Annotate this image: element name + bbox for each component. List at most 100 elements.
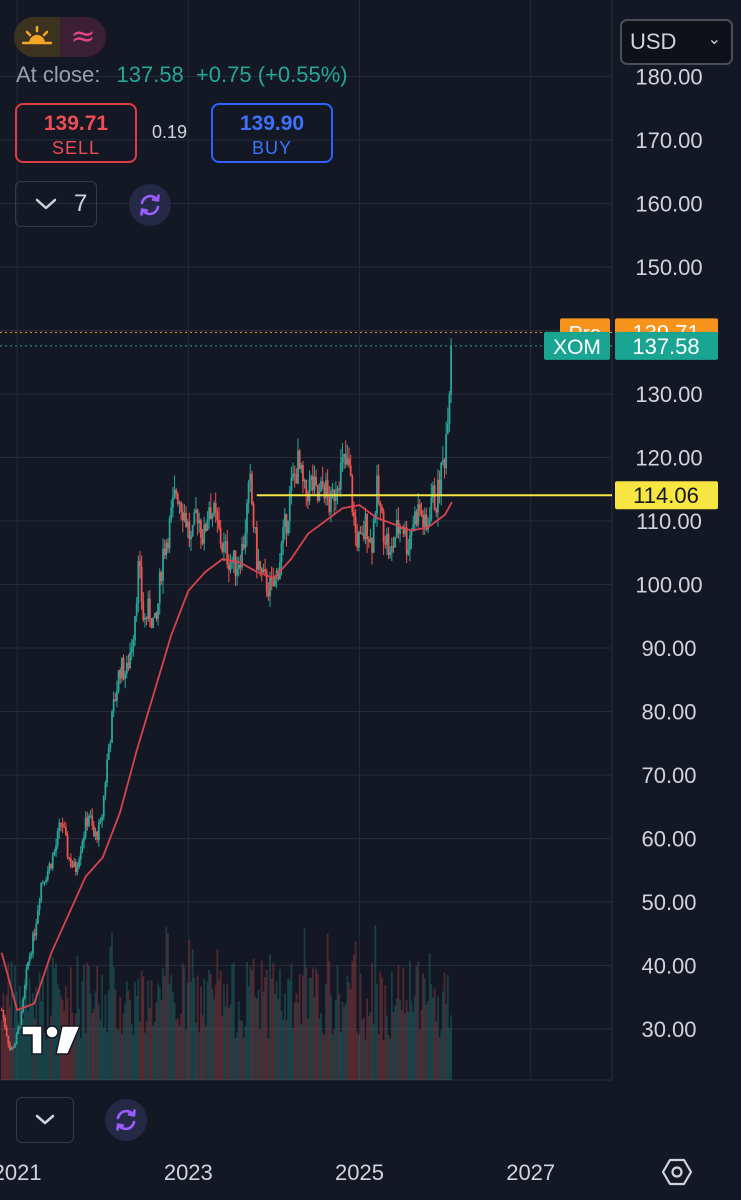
volume-bar bbox=[125, 980, 128, 1080]
candle-body bbox=[292, 473, 294, 478]
candle-body bbox=[124, 674, 127, 680]
volume-bar bbox=[135, 996, 138, 1080]
volume-bar bbox=[204, 1025, 207, 1080]
candle-body bbox=[96, 831, 99, 841]
candle-body bbox=[392, 545, 395, 548]
volume-bar bbox=[330, 995, 332, 1080]
volume-bar bbox=[242, 1037, 245, 1080]
candle-body bbox=[255, 527, 258, 570]
candle-body bbox=[379, 502, 382, 507]
volume-bar bbox=[270, 978, 273, 1080]
volume-bar bbox=[58, 989, 61, 1080]
volume-bar bbox=[239, 1020, 242, 1080]
volume-bar bbox=[249, 966, 252, 1080]
candle-body bbox=[395, 520, 398, 538]
buy-button[interactable]: 139.90 BUY bbox=[211, 103, 333, 163]
volume-bar bbox=[46, 965, 49, 1080]
candle-body bbox=[4, 1017, 6, 1028]
candle-body bbox=[361, 533, 364, 535]
volume-bar bbox=[203, 978, 206, 1080]
volume-bar bbox=[409, 961, 411, 1080]
session-toggle[interactable]: ≈ bbox=[14, 17, 106, 57]
volume-bar bbox=[437, 996, 439, 1080]
volume-bar bbox=[12, 1027, 15, 1080]
candle-body bbox=[366, 513, 369, 540]
candle-body bbox=[68, 857, 71, 859]
volume-bar bbox=[323, 1035, 326, 1080]
volume-bar bbox=[254, 996, 257, 1080]
candle-body bbox=[201, 537, 204, 544]
volume-bar bbox=[334, 1000, 337, 1080]
chevron-down-icon bbox=[35, 1114, 55, 1125]
candle-body bbox=[353, 512, 355, 517]
volume-bar bbox=[367, 1016, 370, 1080]
interval-value: 7 bbox=[74, 190, 88, 217]
candle-body bbox=[61, 823, 64, 827]
candle-body bbox=[249, 473, 252, 482]
volume-bar bbox=[73, 1026, 76, 1080]
candle-body bbox=[94, 831, 97, 837]
candle-body bbox=[321, 480, 324, 486]
candle-body bbox=[330, 491, 332, 513]
volume-bar bbox=[432, 997, 434, 1080]
candle-body bbox=[262, 569, 265, 573]
tag-value-box bbox=[615, 481, 718, 510]
volume-bar bbox=[17, 1022, 20, 1080]
volume-bar bbox=[387, 1034, 390, 1080]
wave-icon[interactable]: ≈ bbox=[60, 17, 106, 57]
candle-body bbox=[298, 450, 301, 469]
volume-bar bbox=[410, 1000, 413, 1080]
candle-body bbox=[185, 512, 187, 527]
chart-grid bbox=[0, 0, 613, 1081]
candle-body bbox=[288, 490, 291, 521]
candle-body bbox=[163, 548, 166, 556]
candle-body bbox=[32, 933, 34, 954]
candle-body bbox=[140, 566, 143, 602]
y-tick-label: 60.00 bbox=[641, 827, 696, 852]
volume-bar bbox=[27, 1011, 29, 1080]
volume-bar bbox=[348, 982, 350, 1080]
interval-selector[interactable]: 7 bbox=[15, 181, 97, 227]
y-tick-label: 50.00 bbox=[641, 890, 696, 915]
candle-body bbox=[119, 670, 122, 679]
volume-bar bbox=[234, 1038, 237, 1080]
candle-body bbox=[114, 699, 117, 702]
candle-body bbox=[48, 863, 51, 872]
hexagon-gear-icon[interactable] bbox=[662, 1157, 692, 1187]
sell-label: SELL bbox=[51, 138, 101, 158]
sync-button[interactable] bbox=[129, 184, 171, 226]
tag-value: 137.58 bbox=[632, 334, 699, 359]
volume-bar bbox=[155, 1002, 158, 1080]
volume-bar bbox=[252, 958, 255, 1080]
volume-bar bbox=[287, 978, 290, 1080]
volume-bar bbox=[99, 1020, 102, 1080]
candle-body bbox=[237, 564, 240, 570]
sun-icon[interactable] bbox=[14, 17, 60, 57]
volume-bar bbox=[114, 989, 117, 1080]
currency-select[interactable]: USD ⌄ bbox=[620, 19, 733, 65]
candle-body bbox=[244, 532, 247, 549]
volume-bar bbox=[297, 1002, 299, 1080]
volume-bar bbox=[313, 996, 316, 1080]
volume-bar bbox=[305, 967, 308, 1080]
volume-bar bbox=[208, 970, 211, 1080]
x-axis: 2021 2023 2025 2027 bbox=[0, 1160, 555, 1185]
volume-bar bbox=[338, 993, 341, 1080]
sell-button[interactable]: 139.71 SELL bbox=[15, 103, 137, 163]
candle-body bbox=[142, 601, 145, 620]
sync-button-bottom[interactable] bbox=[105, 1099, 147, 1141]
buy-label: BUY bbox=[251, 138, 292, 158]
volume-bar bbox=[134, 982, 136, 1080]
candle-body bbox=[12, 1047, 15, 1049]
candle-body bbox=[132, 640, 135, 648]
candle-body bbox=[83, 836, 85, 842]
volume-bar bbox=[280, 1010, 283, 1080]
volume-bar bbox=[244, 1025, 247, 1080]
volume-bar bbox=[172, 992, 174, 1080]
bottom-collapse-button[interactable] bbox=[16, 1097, 74, 1143]
candle-body bbox=[153, 612, 156, 618]
currency-value: USD bbox=[630, 29, 677, 54]
volume-bar bbox=[158, 986, 161, 1080]
candle-body bbox=[218, 519, 220, 528]
